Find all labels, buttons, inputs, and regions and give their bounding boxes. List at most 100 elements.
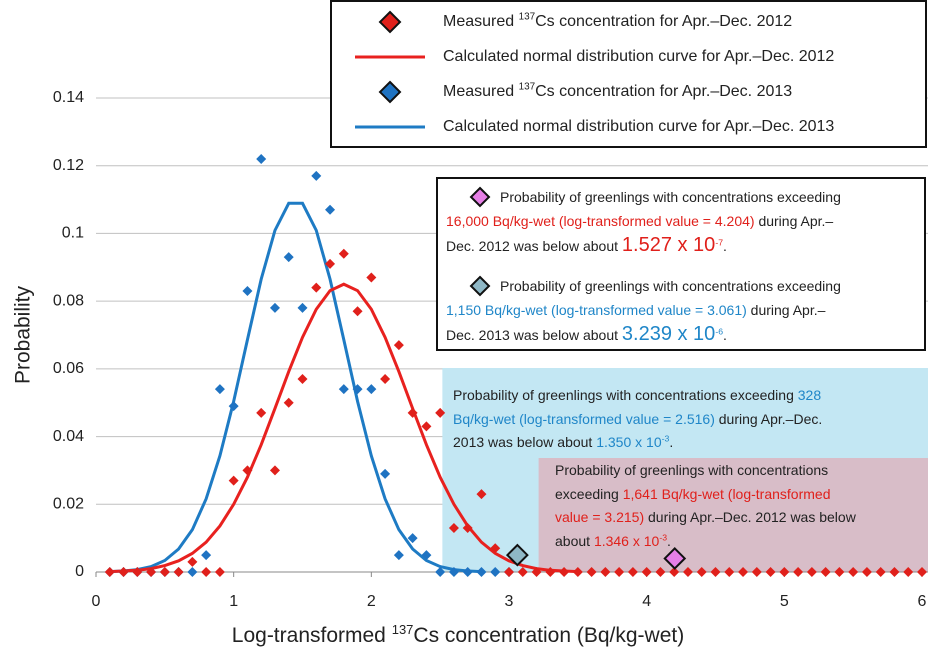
text-run: 16,000 Bq/kg-wet (log-transformed value … <box>446 213 755 229</box>
data-point <box>256 407 267 418</box>
legend-entry: Calculated normal distribution curve for… <box>443 46 834 68</box>
y-tick-label: 0.1 <box>62 225 84 242</box>
data-point <box>765 567 776 577</box>
data-point <box>173 567 184 577</box>
text-run: . <box>723 327 727 343</box>
curve <box>109 282 578 574</box>
data-point <box>393 340 404 351</box>
data-point <box>861 567 872 577</box>
data-point <box>724 567 735 577</box>
data-point <box>407 533 418 544</box>
text-run: Probability of greenlings with concentra… <box>500 189 841 205</box>
data-point <box>297 374 308 385</box>
y-tick-label: 0.08 <box>53 292 84 309</box>
data-point <box>875 567 886 577</box>
y-tick-label: 0.04 <box>53 428 84 445</box>
legend-marker <box>378 80 402 104</box>
data-point <box>669 567 680 577</box>
data-point <box>201 550 212 561</box>
x-tick-label: 1 <box>229 593 238 610</box>
text-run: . <box>723 238 727 254</box>
data-point <box>559 567 570 577</box>
text-run: during Apr.–Dec. <box>714 410 823 427</box>
text-run: Log-transformed <box>231 624 392 647</box>
data-point <box>228 401 239 412</box>
region-note-line: Probability of greenlings with concentra… <box>453 384 821 406</box>
data-point <box>545 567 556 577</box>
x-tick-label: 3 <box>505 593 514 610</box>
data-point <box>504 567 514 577</box>
data-point <box>848 567 859 577</box>
x-tick-label: 5 <box>780 593 789 610</box>
text-run: Dec. 2013 was below about <box>446 327 622 343</box>
data-point <box>283 397 294 408</box>
text-run: about <box>555 532 594 549</box>
data-point <box>407 407 418 418</box>
data-point <box>627 567 638 577</box>
text-run: Measured <box>443 83 519 100</box>
data-point <box>462 567 473 577</box>
data-point <box>517 567 528 577</box>
text-run: Cs concentration for Apr.–Dec. 2013 <box>535 83 793 100</box>
legend-entry: Calculated normal distribution curve for… <box>443 116 834 138</box>
data-point <box>366 272 377 283</box>
text-run: during Apr.–Dec. 2012 was below <box>644 509 856 525</box>
data-point <box>614 567 625 577</box>
data-point <box>586 567 597 577</box>
data-point <box>476 567 487 577</box>
data-point <box>903 567 914 577</box>
data-point <box>793 567 804 577</box>
x-axis-label: Log-transformed 137Cs concentration (Bq/… <box>0 622 928 647</box>
region-note-line: Bq/kg-wet (log-transformed value = 2.516… <box>453 408 822 430</box>
text-run: 137 <box>518 11 536 23</box>
legend-entry: Measured 137Cs concentration for Apr.–De… <box>443 81 792 103</box>
text-run: 137 <box>391 622 414 637</box>
region-note-line: 2013 was below about 1.350 x 10-3. <box>453 431 673 453</box>
text-run: Cs concentration for Apr.–Dec. 2012 <box>535 13 793 30</box>
text-run: 1,641 Bq/kg-wet (log-transformed <box>622 485 831 502</box>
text-run: 2013 was below about <box>453 434 597 450</box>
data-point <box>269 302 280 313</box>
data-point <box>655 567 666 577</box>
data-point <box>325 204 336 215</box>
x-tick-label: 6 <box>918 593 927 610</box>
legend-box <box>330 0 927 148</box>
data-point <box>448 567 459 577</box>
region-note-line: about 1.346 x 10-3. <box>555 530 671 552</box>
data-point <box>476 489 487 500</box>
text-run: 3.239 x 10 <box>621 323 716 345</box>
text-run: Calculated normal distribution curve for… <box>443 118 835 135</box>
x-tick-label: 2 <box>367 593 376 610</box>
data-point <box>283 252 294 263</box>
data-point <box>490 567 501 577</box>
data-point <box>682 567 693 577</box>
data-point <box>325 258 336 269</box>
data-point <box>917 567 927 577</box>
data-point <box>435 567 446 577</box>
legend-marker <box>378 10 402 34</box>
text-run: 1.527 x 10 <box>621 234 716 256</box>
data-point <box>214 567 225 577</box>
text-run: 1.346 x 10 <box>593 532 660 549</box>
y-axis-label: Probability <box>12 285 35 384</box>
text-run: Probability of greenlings with concentra… <box>453 387 798 403</box>
data-point <box>104 567 115 577</box>
data-point <box>338 384 349 395</box>
data-point <box>242 285 253 296</box>
data-point <box>338 248 349 259</box>
text-run: Probability of greenlings with concentra… <box>500 278 841 294</box>
data-point <box>214 384 225 395</box>
note-line: Probability of greenlings with concentra… <box>500 186 841 208</box>
data-point <box>448 522 459 533</box>
text-run: -3 <box>659 531 668 542</box>
data-point <box>352 306 363 317</box>
data-point <box>531 567 542 577</box>
text-run: 1,150 Bq/kg-wet (log-transformed value =… <box>446 302 747 318</box>
data-point <box>146 567 157 577</box>
note-line: Dec. 2012 was below about 1.527 x 10-7. <box>446 234 727 257</box>
data-point <box>490 543 501 554</box>
text-run: Dec. 2012 was below about <box>446 238 622 254</box>
x-tick-label: 0 <box>92 593 101 610</box>
data-point <box>242 465 253 476</box>
